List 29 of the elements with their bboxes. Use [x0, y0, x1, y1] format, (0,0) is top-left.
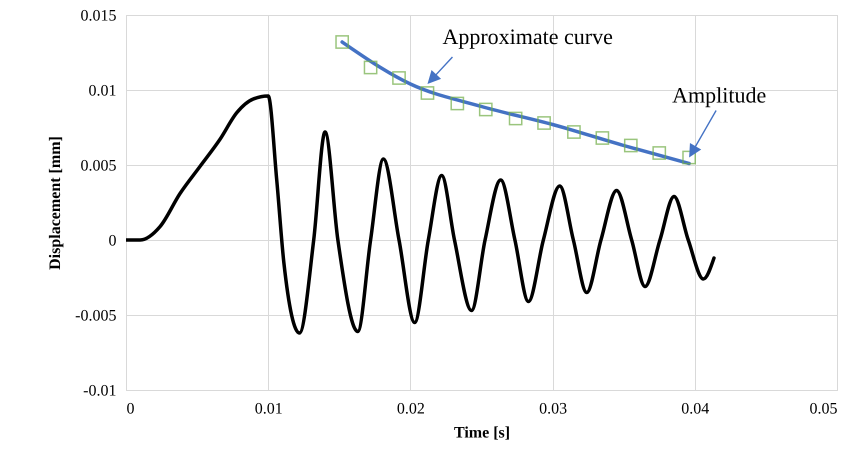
point: [420, 86, 434, 100]
point: [508, 112, 522, 126]
point: [652, 146, 666, 160]
x-tick-label: 0.05: [810, 400, 838, 418]
annotation: Approximate curve: [442, 24, 613, 49]
point: [595, 131, 610, 145]
point: [450, 96, 464, 110]
point: [682, 150, 696, 164]
annotation: Amplitude: [672, 82, 766, 108]
point: [392, 71, 406, 85]
y-axis-title: Displacement [mm]: [47, 136, 64, 270]
point: [537, 116, 551, 130]
x-tick-label: 0: [126, 400, 134, 418]
x-tick-label: 0.03: [539, 400, 568, 418]
y-tick-label: 0: [108, 232, 116, 250]
y-tick-label: 0.015: [80, 8, 116, 24]
point: [624, 138, 638, 152]
y-tick-label: -0.01: [83, 382, 116, 400]
point: [567, 125, 581, 139]
x-tick-label: 0.01: [254, 400, 283, 418]
point: [335, 35, 350, 49]
x-tick-label: 0.02: [396, 400, 425, 418]
y-tick-label: -0.005: [75, 308, 116, 324]
y-tick-label: 0.01: [88, 82, 116, 100]
point: [478, 102, 493, 116]
x-axis-title: Time [s]: [454, 424, 510, 442]
point: [364, 60, 378, 74]
y-tick-label: 0.005: [80, 158, 116, 174]
x-tick-label: 0.04: [681, 400, 710, 418]
